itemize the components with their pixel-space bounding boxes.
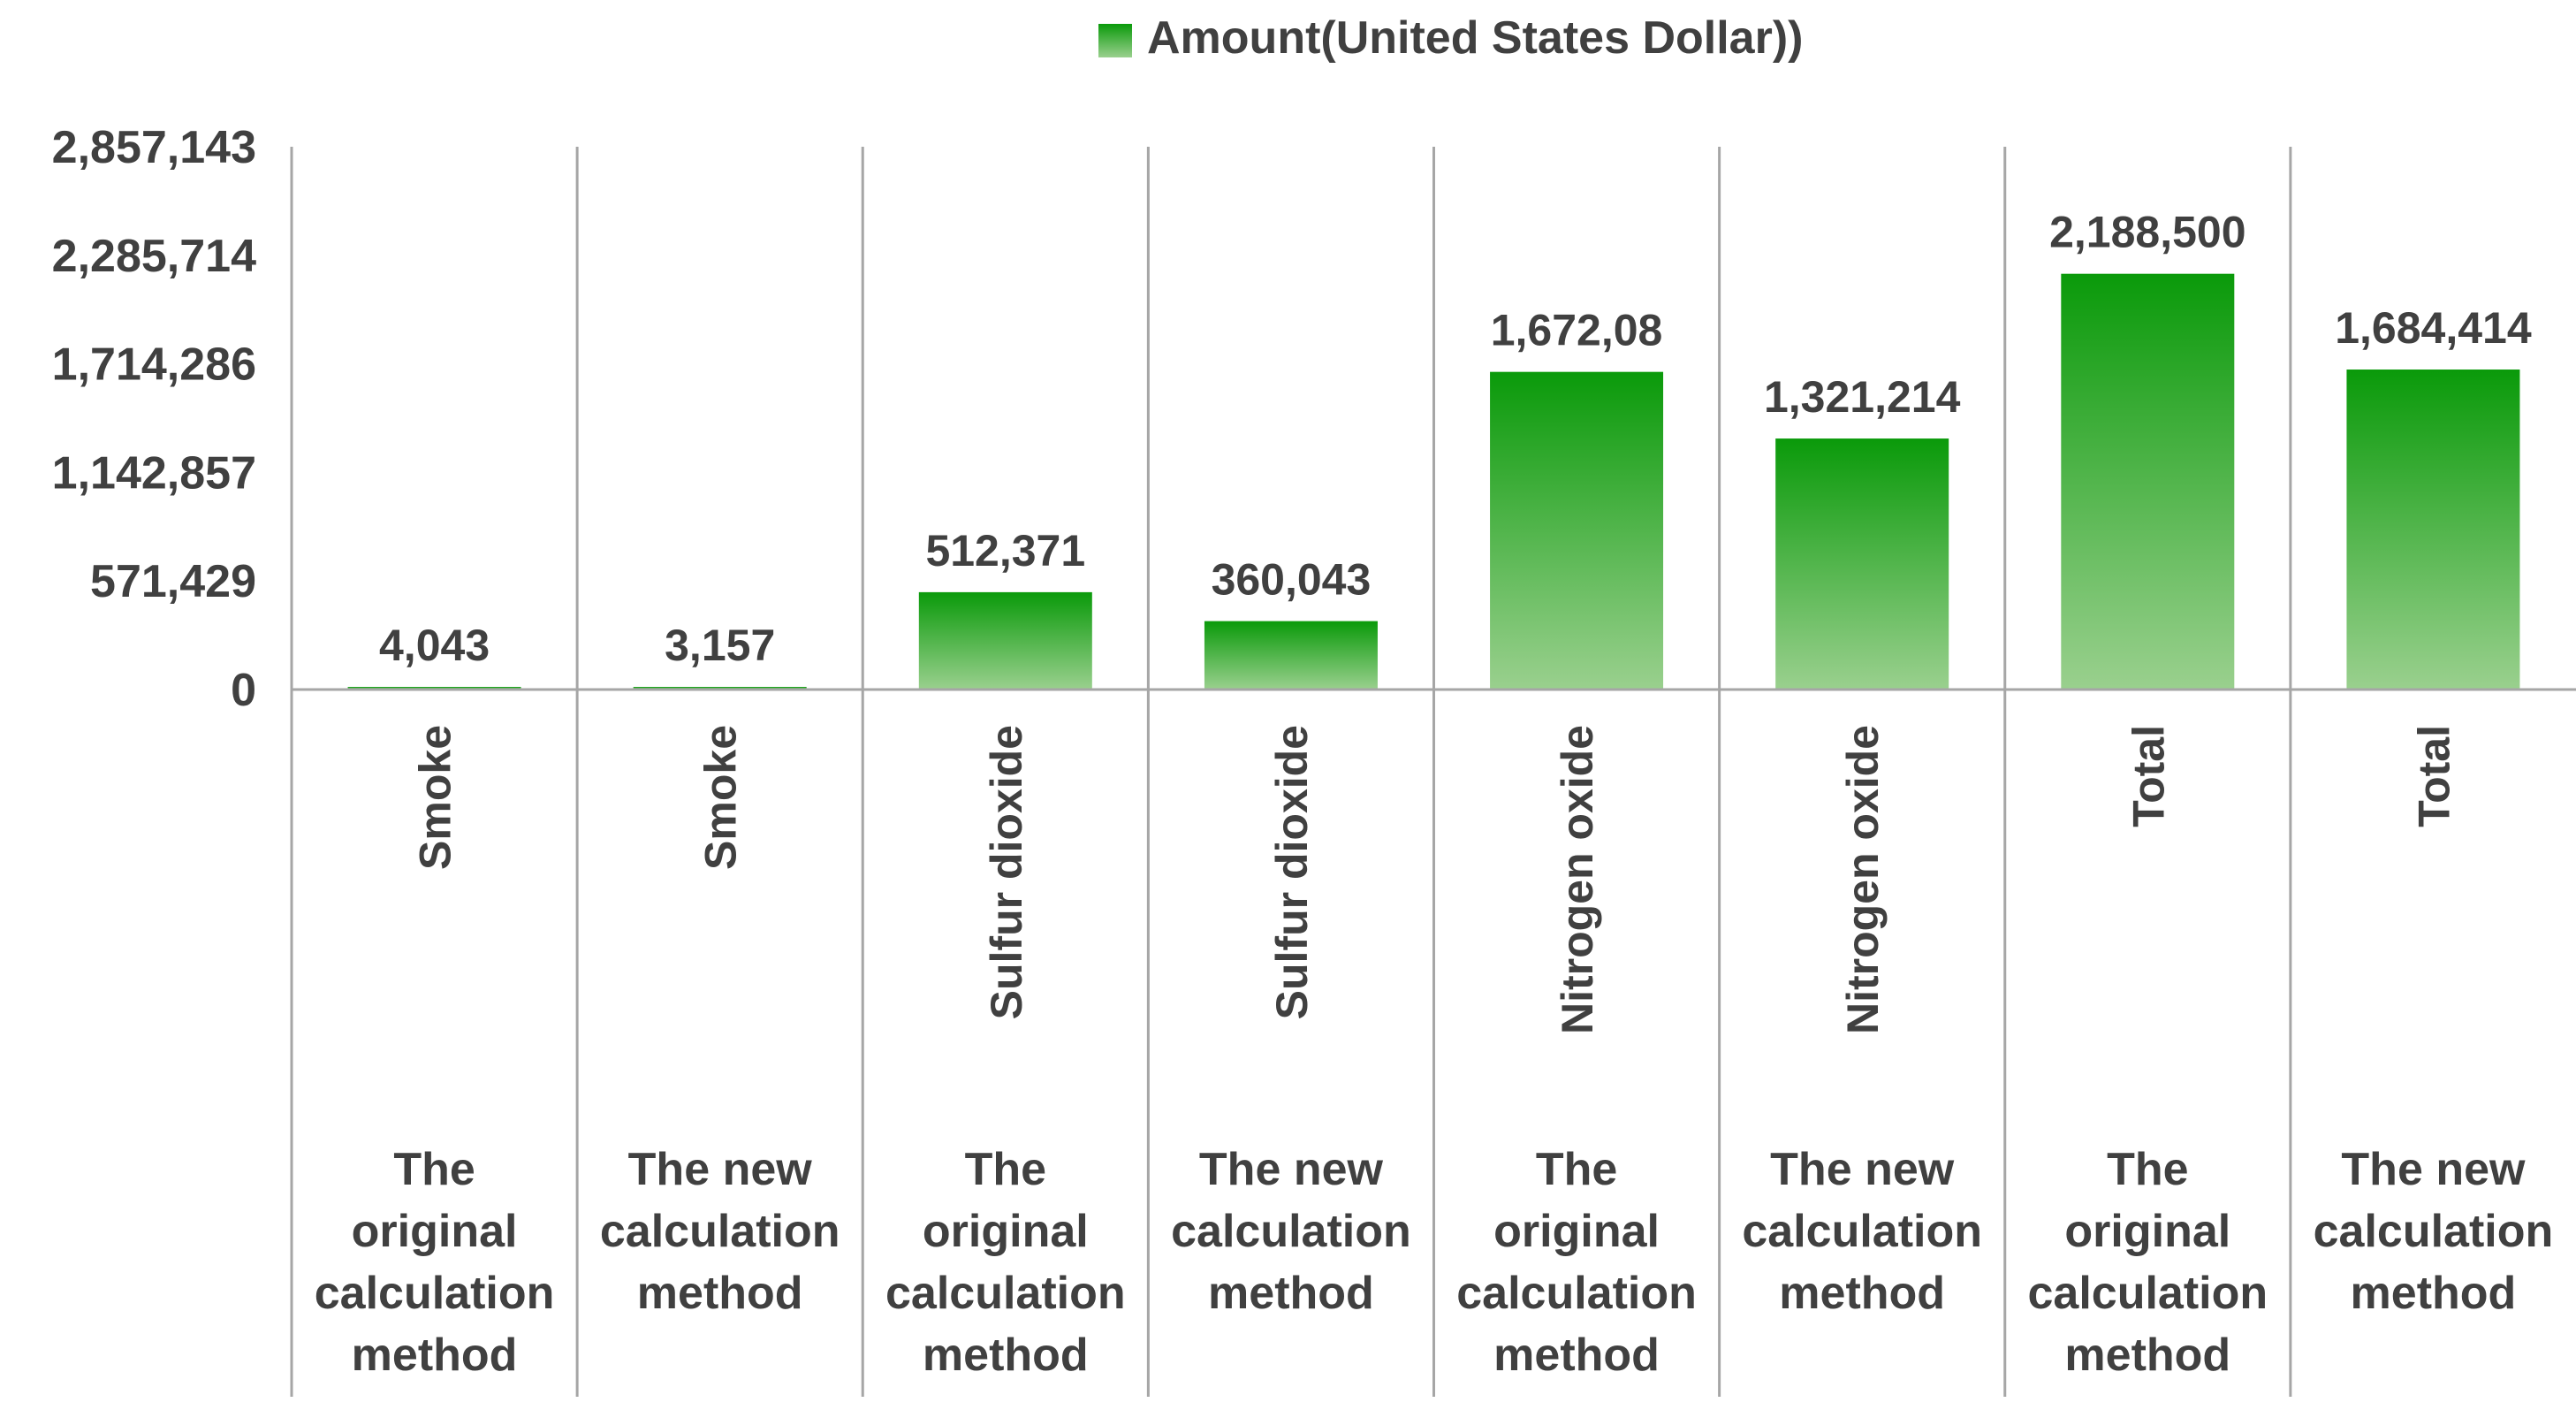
bar-value-label: 512,371: [925, 526, 1085, 575]
x-tick-method-label: The new calculation method: [600, 1144, 840, 1319]
x-tick-method-label: The new calculation method: [1742, 1144, 1982, 1319]
category-separators: [290, 147, 2292, 1397]
legend: Amount(United States Dollar)): [1098, 12, 1803, 64]
bar-value-label: 1,321,214: [1764, 372, 1961, 422]
x-axis-method-labels: The original calculation method The new calcu…: [315, 1144, 2554, 1381]
bar: [1204, 621, 1378, 690]
bar-value-label: 2,188,500: [2049, 208, 2245, 257]
bar-value-label: 1,672,08: [1491, 306, 1663, 355]
x-tick-pollutant-label: Total: [2124, 725, 2173, 827]
y-axis-ticks: 0 571,429 1,142,857 1,714,286 2,285,714 2,857…: [52, 122, 256, 716]
y-tick-label: 1,714,286: [52, 339, 256, 391]
bar-value-label: 3,157: [665, 621, 775, 670]
y-tick-label: 571,429: [90, 556, 256, 607]
y-tick-label: 1,142,857: [52, 447, 256, 499]
x-tick-pollutant-label: Smoke: [696, 725, 746, 870]
legend-label: Amount(United States Dollar)): [1147, 12, 1803, 64]
legend-swatch: [1098, 24, 1132, 57]
bar: [2346, 370, 2520, 690]
y-tick-label: 2,285,714: [52, 231, 256, 282]
bar: [2061, 273, 2235, 690]
x-tick-method-label: The original calculation method: [885, 1144, 1126, 1381]
x-tick-method-label: The original calculation method: [315, 1144, 555, 1381]
y-tick-label: 0: [231, 665, 256, 716]
x-tick-method-label: The new calculation method: [1171, 1144, 1411, 1319]
bar-value-label: 1,684,414: [2335, 303, 2532, 353]
x-tick-method-label: The original calculation method: [1456, 1144, 1697, 1381]
bar: [1775, 438, 1949, 690]
x-tick-pollutant-label: Nitrogen oxide: [1838, 725, 1888, 1034]
bar-value-label: 360,043: [1212, 555, 1372, 605]
x-tick-pollutant-label: Total: [2409, 725, 2458, 827]
bars: [347, 273, 2520, 690]
x-tick-pollutant-label: Sulfur dioxide: [1267, 725, 1317, 1019]
value-labels: 4,043 3,157 512,371 360,043 1,672,08 1,321,21…: [379, 208, 2532, 670]
x-tick-method-label: The new calculation method: [2314, 1144, 2554, 1319]
x-tick-pollutant-label: Sulfur dioxide: [982, 725, 1031, 1019]
x-tick-pollutant-label: Nitrogen oxide: [1553, 725, 1602, 1034]
x-tick-method-label: The original calculation method: [2027, 1144, 2268, 1381]
x-tick-pollutant-label: Smoke: [411, 725, 460, 870]
x-axis-pollutant-labels: Smoke Smoke Sulfur dioxide Sulfur dioxide Ni…: [411, 725, 2459, 1034]
bar: [918, 591, 1092, 690]
bar-value-label: 4,043: [379, 621, 490, 670]
y-tick-label: 2,857,143: [52, 122, 256, 173]
bar: [1490, 371, 1664, 690]
